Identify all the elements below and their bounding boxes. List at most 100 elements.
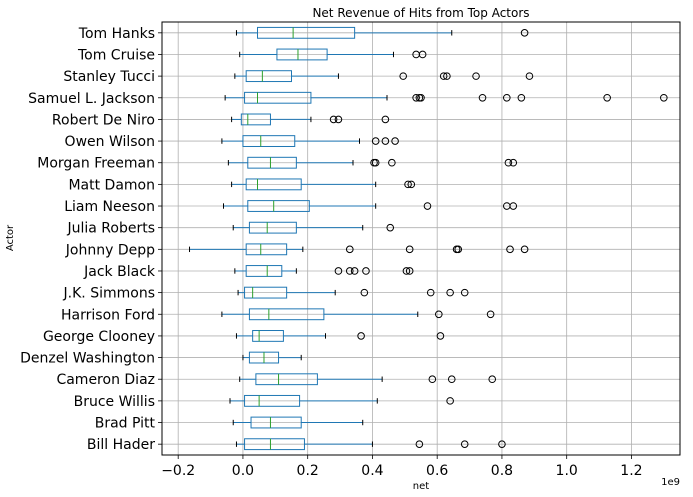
box-robert-de-niro [231, 113, 390, 126]
y-tick-label: George Clooney [43, 329, 155, 345]
flier-point [418, 50, 427, 59]
flier-point [603, 93, 611, 102]
iqr-box [248, 308, 325, 321]
flier-point [417, 93, 425, 102]
x-tick-label: 0.2 [297, 463, 319, 479]
y-tick-label: Tom Cruise [77, 47, 155, 63]
flier-point [504, 158, 513, 167]
box-denzel-washington [242, 351, 302, 364]
flier-point [404, 180, 412, 189]
y-tick-label: Bill Hader [87, 437, 155, 453]
flier-point [447, 375, 456, 384]
box-bill-hader [235, 438, 506, 451]
iqr-box [276, 48, 328, 61]
iqr-box [245, 178, 302, 191]
x-axis-label: net [413, 481, 429, 492]
flier-point [381, 137, 390, 145]
y-tick-label: Brad Pitt [95, 416, 156, 432]
iqr-box [245, 70, 293, 83]
flier-point [520, 29, 529, 37]
x-tick-label: 0.4 [361, 463, 383, 479]
flier-point [454, 245, 463, 254]
y-ticks: Bill Hader Brad Pitt Bruce Willis Cameron D… [20, 26, 162, 453]
y-tick-label: Owen Wilson [65, 134, 155, 150]
box-george-clooney [235, 330, 445, 342]
flier-point [415, 440, 424, 448]
iqr-box [245, 243, 288, 256]
flier-point [405, 267, 414, 275]
y-tick-label: Morgan Freeman [37, 156, 155, 172]
y-tick-label: Liam Neeson [64, 199, 155, 215]
box-bruce-willis [229, 394, 454, 407]
x-offset-label: 1e9 [661, 477, 680, 488]
y-tick-label: Denzel Washington [20, 351, 155, 367]
iqr-box [257, 26, 356, 39]
y-tick-label: Jack Black [83, 264, 156, 280]
y-tick-label: Tom Hanks [78, 26, 155, 42]
flier-point [371, 137, 380, 145]
flier-point [391, 137, 399, 145]
flier-point [386, 223, 395, 232]
flier-point [350, 267, 359, 275]
flier-point [498, 440, 506, 448]
box-julia-roberts [232, 221, 395, 234]
iqr-box [244, 91, 312, 104]
flier-point [334, 267, 343, 275]
flier-point [520, 245, 529, 254]
iqr-box [244, 438, 305, 451]
iqr-box [244, 394, 301, 407]
y-axis-label: Actor [5, 224, 16, 251]
flier-point [381, 115, 390, 124]
flier-point [360, 288, 369, 297]
flier-point [371, 158, 380, 167]
flier-point [362, 267, 370, 275]
flier-point [426, 288, 435, 297]
box-j-k-simmons [237, 286, 469, 299]
grid-layer [162, 22, 680, 455]
box-liam-neeson [223, 200, 518, 212]
x-ticks: −0.2 0.0 0.2 0.4 0.6 0.8 1.0 1.2 [161, 455, 643, 479]
flier-point [423, 202, 432, 210]
y-tick-label: Samuel L. Jackson [28, 91, 155, 107]
y-tick-label: Julia Roberts [66, 221, 155, 237]
flier-point [472, 72, 480, 80]
y-tick-label: J.K. Simmons [63, 286, 155, 302]
flier-point [435, 310, 443, 319]
flier-point [506, 245, 514, 254]
flier-point [436, 332, 445, 340]
flier-point [509, 158, 518, 167]
iqr-box [240, 113, 271, 126]
iqr-box [252, 330, 284, 342]
iqr-box [250, 416, 302, 429]
box-owen-wilson [221, 135, 399, 147]
iqr-box [248, 221, 297, 234]
x-tick-label: 0.0 [232, 463, 254, 479]
flier-point [446, 397, 454, 405]
flier-point [660, 93, 668, 102]
y-tick-label: Johnny Depp [65, 242, 155, 258]
y-tick-label: Bruce Willis [74, 394, 155, 410]
flier-point [388, 158, 396, 167]
box-cameron-diaz [239, 373, 497, 386]
iqr-box [244, 286, 288, 299]
flier-point [402, 267, 411, 275]
box-stanley-tucci [234, 70, 534, 83]
box-matt-damon [231, 178, 416, 191]
flier-point [334, 115, 343, 124]
x-tick-label: 1.2 [620, 463, 642, 479]
flier-point [329, 115, 338, 124]
flier-point [405, 245, 414, 254]
box-tom-cruise [239, 48, 427, 61]
flier-point [525, 72, 534, 80]
x-tick-label: −0.2 [161, 463, 195, 479]
x-tick-label: 1.0 [556, 463, 578, 479]
x-tick-label: 0.6 [426, 463, 448, 479]
flier-point [428, 375, 437, 384]
box-morgan-freeman [227, 156, 518, 169]
y-tick-label: Harrison Ford [61, 307, 155, 323]
y-tick-label: Cameron Diaz [56, 372, 155, 388]
plot-frame [161, 21, 681, 456]
flier-point [460, 288, 469, 297]
flier-point [460, 440, 469, 448]
